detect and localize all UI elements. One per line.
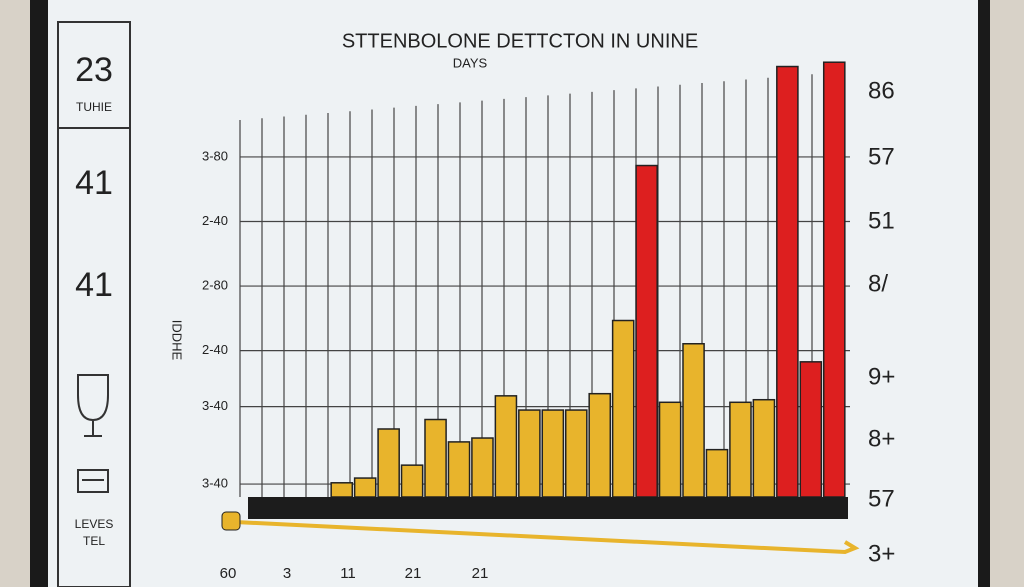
panel-box	[57, 127, 131, 587]
icon-cup	[77, 469, 109, 493]
y-axis-label: IDDHE	[170, 320, 185, 361]
bar	[353, 477, 377, 498]
base-band	[248, 497, 848, 519]
right-label: 57	[868, 143, 895, 170]
bar	[377, 428, 400, 498]
right-label: 8+	[868, 425, 895, 452]
chart-subtitle: DAYS	[453, 55, 488, 70]
chart-title: STTENBOLONE DETTCTON IN UNINE	[342, 30, 698, 52]
bar	[635, 164, 658, 498]
right-label: 51	[868, 207, 895, 234]
bar	[822, 61, 846, 498]
y-tick-label: 3-40	[202, 476, 228, 491]
bar	[658, 401, 682, 498]
bar	[471, 437, 494, 498]
x-tick-label: 11	[340, 565, 356, 582]
side-value: 41	[75, 164, 113, 202]
timeline-arrow	[234, 520, 860, 555]
x-tick-label: 21	[472, 565, 489, 582]
bar	[518, 409, 541, 498]
icon-glass	[77, 374, 109, 437]
bar	[776, 65, 799, 498]
side-footer: LEVES	[75, 517, 114, 531]
y-tick-label: 3-80	[202, 148, 228, 163]
bar	[588, 392, 612, 498]
bar	[705, 448, 729, 498]
x-tick-label: 60	[220, 565, 237, 582]
x-tick-label: 21	[405, 565, 422, 582]
side-footer: TEL	[83, 534, 105, 548]
y-tick-label: 2-40	[202, 342, 228, 357]
side-value: 41	[75, 266, 113, 304]
bar	[494, 395, 518, 498]
right-label: 57	[868, 485, 895, 512]
y-tick-label: 3-40	[202, 398, 228, 413]
bar	[729, 401, 752, 498]
bar	[682, 343, 705, 498]
bar	[752, 398, 776, 498]
side-value: 23	[75, 51, 113, 89]
bar	[541, 409, 565, 498]
right-label: 9+	[868, 363, 895, 390]
bar	[424, 418, 447, 498]
bar	[330, 482, 354, 498]
x-tick-label: 3	[283, 565, 291, 582]
right-label: 86	[868, 77, 895, 104]
side-label: TUHIE	[76, 100, 112, 114]
bar	[447, 441, 471, 498]
right-label: 8/	[868, 270, 888, 297]
timeline-start	[221, 511, 241, 531]
bar	[564, 409, 588, 498]
bar	[611, 319, 635, 498]
bar	[799, 361, 823, 498]
y-tick-label: 2-40	[202, 213, 228, 228]
right-label: 3+	[868, 540, 895, 567]
bar	[400, 464, 424, 498]
y-tick-label: 2-80	[202, 278, 228, 293]
